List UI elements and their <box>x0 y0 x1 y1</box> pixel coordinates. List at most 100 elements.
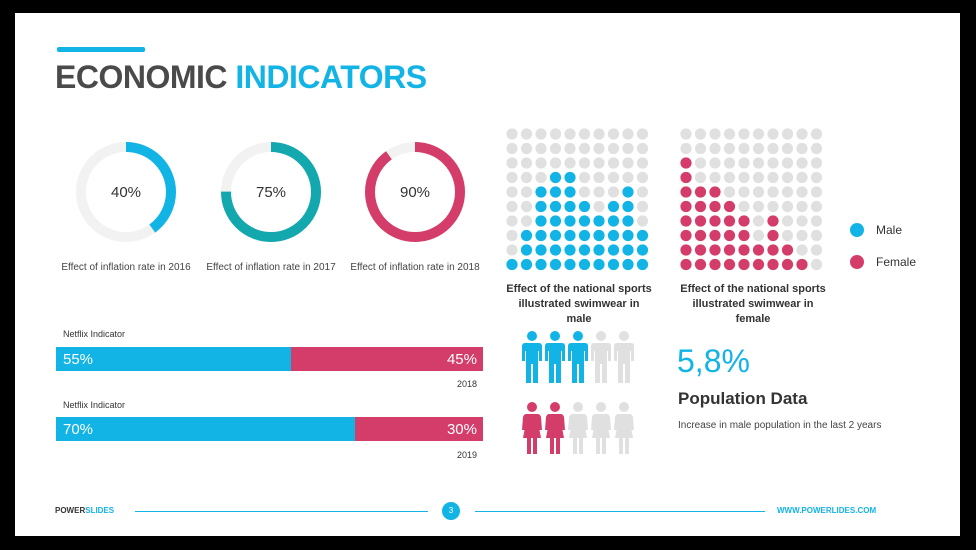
legend-female-label: Female <box>876 255 917 269</box>
bar-year-2018: 2018 <box>456 379 477 389</box>
dot-empty <box>520 128 533 140</box>
dot-filled <box>781 258 794 271</box>
dot-filled <box>680 229 692 242</box>
dot-empty <box>607 157 620 169</box>
dot-filled <box>709 244 721 256</box>
donut-chart-2016: 40% <box>76 142 176 242</box>
footer-brand-part2: SLIDES <box>85 506 115 515</box>
dot-empty <box>636 128 649 140</box>
dot-filled <box>520 258 533 271</box>
dot-empty <box>738 186 750 198</box>
legend-female: Female <box>850 246 916 278</box>
dot-empty <box>593 157 605 169</box>
male-people-icons <box>522 331 634 388</box>
legend-male: Male <box>850 214 916 246</box>
donut-label: Effect of inflation rate in 2017 <box>206 262 336 273</box>
dot-empty <box>694 157 707 169</box>
dot-filled <box>752 244 765 256</box>
dot-filled <box>723 229 736 242</box>
dot-empty <box>810 157 823 169</box>
donut-2018: 90% Effect of inflation rate in 2018 <box>345 139 485 274</box>
dot-filled <box>781 244 794 256</box>
donut-value: 40% <box>111 184 141 201</box>
netflix-bar-2019: 70% 30% <box>56 417 483 441</box>
dot-empty <box>796 142 808 155</box>
dot-empty <box>680 128 692 140</box>
dot-empty <box>622 171 634 184</box>
dot-filled <box>680 171 692 184</box>
dot-filled <box>520 244 533 256</box>
dot-empty <box>752 215 765 227</box>
footer-brand-part1: POWER <box>55 506 86 515</box>
donut-chart-2017: 75% <box>221 142 321 242</box>
dot-filled <box>549 186 562 198</box>
dot-filled <box>593 244 605 256</box>
dot-empty <box>535 171 547 184</box>
dot-filled <box>549 229 562 242</box>
dot-filled <box>767 229 779 242</box>
dot-empty <box>781 171 794 184</box>
dot-empty <box>520 142 533 155</box>
dot-filled <box>549 215 562 227</box>
dot-empty <box>578 128 591 140</box>
dot-empty <box>752 171 765 184</box>
footer-line-left <box>135 511 428 512</box>
dot-filled <box>622 258 634 271</box>
dot-empty <box>767 200 779 213</box>
dot-empty <box>535 157 547 169</box>
dot-empty <box>709 171 721 184</box>
dot-filled <box>535 258 547 271</box>
dot-empty <box>767 171 779 184</box>
dot-filled <box>535 244 547 256</box>
bar-male-segment: 70% <box>56 417 355 441</box>
footer-url[interactable]: WWW.POWERLIDES.COM <box>777 506 877 515</box>
dot-filled <box>593 258 605 271</box>
dot-empty <box>752 200 765 213</box>
donut-arc <box>76 142 176 242</box>
dot-empty <box>636 186 649 198</box>
dot-filled <box>564 244 576 256</box>
donut-chart-2018: 90% <box>365 142 465 242</box>
dot-empty <box>636 215 649 227</box>
dot-empty <box>578 142 591 155</box>
caption-male: Effect of the national sports illustrate… <box>506 283 652 325</box>
male-person-filled-icon <box>545 331 565 388</box>
dot-filled <box>694 244 707 256</box>
population-title: Population Data <box>678 389 808 408</box>
donut-value: 75% <box>256 184 286 201</box>
dot-empty <box>622 128 634 140</box>
dot-empty <box>636 171 649 184</box>
dot-empty <box>738 200 750 213</box>
legend-female-swatch <box>850 255 864 269</box>
dot-filled <box>535 229 547 242</box>
dot-filled <box>796 258 808 271</box>
dot-filled <box>738 215 750 227</box>
dot-empty <box>506 186 518 198</box>
dot-filled <box>752 258 765 271</box>
dot-filled <box>709 186 721 198</box>
dot-filled <box>535 200 547 213</box>
dot-empty <box>709 128 721 140</box>
donut-center <box>235 156 307 228</box>
dot-empty <box>607 128 620 140</box>
dot-empty <box>796 128 808 140</box>
dot-empty <box>738 171 750 184</box>
dot-empty <box>636 157 649 169</box>
dot-empty <box>796 171 808 184</box>
dot-empty <box>506 142 518 155</box>
dot-filled <box>578 244 591 256</box>
population-description: Increase in male population in the last … <box>678 420 882 431</box>
donut-arc <box>365 142 465 242</box>
dot-filled <box>578 200 591 213</box>
donut-arc <box>221 142 321 242</box>
male-person-filled-icon <box>568 331 588 388</box>
dot-empty <box>694 171 707 184</box>
netflix-bar-2018: 55% 45% <box>56 347 483 371</box>
title-word-1: ECONOMIC <box>55 59 228 95</box>
dot-filled <box>636 258 649 271</box>
dot-empty <box>796 215 808 227</box>
population-value: 5,8% <box>677 343 750 379</box>
page-number: 3 <box>442 502 460 520</box>
dot-empty <box>694 128 707 140</box>
slide: ECONOMIC INDICATORS 40% Effect of inflat… <box>15 13 960 536</box>
